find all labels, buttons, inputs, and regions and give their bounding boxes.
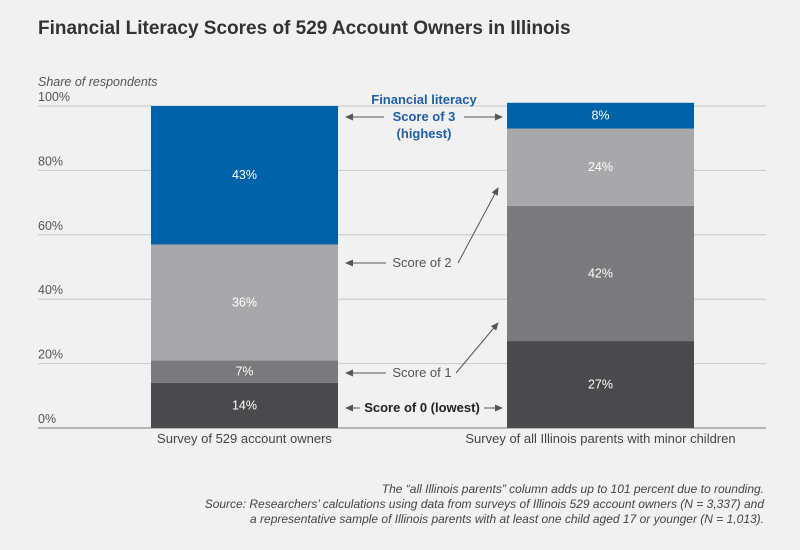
bar-segment xyxy=(151,106,338,245)
stacked-bar: 14% 7% 36% 43% xyxy=(151,106,338,428)
note-source-2: a representative sample of Illinois pare… xyxy=(250,512,764,526)
data-label: 27% xyxy=(588,378,613,392)
annotation-score3-line1: Score of 3 xyxy=(393,109,456,124)
bar-segment xyxy=(507,341,694,428)
y-axis-label: Share of respondents xyxy=(38,75,158,89)
annotation-score2: Score of 2 xyxy=(392,255,451,270)
bar-segment xyxy=(507,205,694,342)
category-label: Survey of all Illinois parents with mino… xyxy=(465,431,735,446)
arrow-score1-right xyxy=(455,322,499,374)
data-label: 36% xyxy=(232,295,257,309)
annotation-score3-line2: (highest) xyxy=(397,126,452,141)
note-rounding: The “all Illinois parents” column adds u… xyxy=(381,482,764,496)
data-label: 7% xyxy=(235,365,253,379)
chart-notes: The “all Illinois parents” column adds u… xyxy=(144,482,764,527)
note-source-1: Source: Researchers’ calculations using … xyxy=(204,497,764,511)
y-tick-label: 40% xyxy=(38,283,63,297)
stacked-bar-chart: Share of respondents 0%20%40%60%80%100% … xyxy=(38,75,766,446)
arrow-score2-right xyxy=(457,187,499,264)
bar-segment xyxy=(507,128,694,206)
y-tick-label: 100% xyxy=(38,90,70,104)
category-label: Survey of 529 account owners xyxy=(157,431,332,446)
bar-segment xyxy=(151,382,338,428)
stacked-bar: 27% 42% 24% 8% xyxy=(507,102,694,428)
y-tick-label: 80% xyxy=(38,154,63,168)
y-tick-label: 20% xyxy=(38,348,63,362)
chart-title: Financial Literacy Scores of 529 Account… xyxy=(38,18,571,39)
y-tick-label: 0% xyxy=(38,412,56,426)
bar-segment xyxy=(151,360,338,383)
legend-annotations: Financial literacy Score of 3 (highest) … xyxy=(345,92,503,415)
data-label: 8% xyxy=(591,109,609,123)
annotation-score0: Score of 0 (lowest) xyxy=(364,400,480,415)
data-label: 24% xyxy=(588,160,613,174)
data-label: 14% xyxy=(232,398,257,412)
annotation-header: Financial literacy xyxy=(371,92,477,107)
y-tick-label: 60% xyxy=(38,219,63,233)
bar-segment xyxy=(507,102,694,129)
bar-segment xyxy=(151,244,338,361)
annotation-score1: Score of 1 xyxy=(392,365,451,380)
data-label: 43% xyxy=(232,168,257,182)
data-label: 42% xyxy=(588,266,613,280)
